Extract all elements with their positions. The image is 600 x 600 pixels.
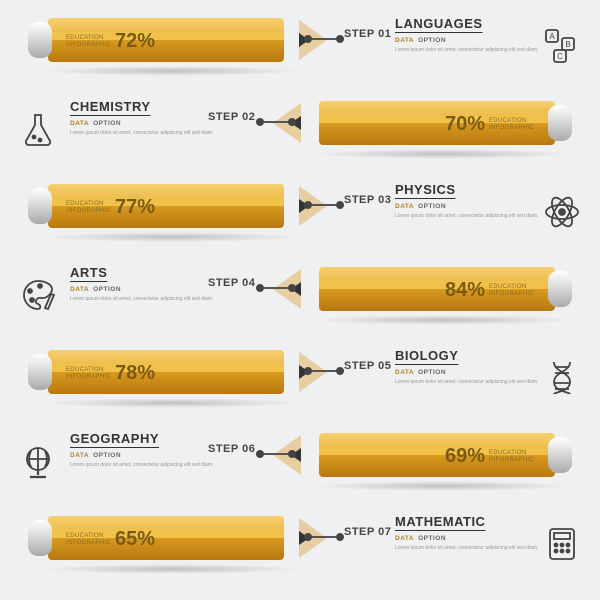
infographic-row: EDUCATIONINFOGRAPHIC 84% STEP 04 ARTS DA… bbox=[0, 257, 600, 339]
step-label: STEP 07 bbox=[344, 526, 391, 538]
pct-label: EDUCATIONINFOGRAPHIC bbox=[66, 533, 111, 547]
infographic-row: EDUCATIONINFOGRAPHIC 72% STEP 01 LANGUAG… bbox=[0, 8, 600, 90]
svg-text:A: A bbox=[549, 32, 555, 41]
info-block: ARTS DATAOPTION Lorem ipsum dolor sit am… bbox=[70, 265, 235, 302]
pct-value: 72% bbox=[115, 30, 155, 53]
globe-icon bbox=[18, 441, 58, 481]
pencil: EDUCATIONINFOGRAPHIC 72% bbox=[22, 18, 307, 62]
lorem-text: Lorem ipsum dolor sit amet, consectetur … bbox=[70, 130, 235, 136]
pct-label: EDUCATIONINFOGRAPHIC bbox=[66, 367, 111, 381]
connector-line bbox=[308, 370, 340, 372]
connector-line bbox=[260, 121, 292, 123]
lorem-text: Lorem ipsum dolor sit amet, consectetur … bbox=[395, 47, 560, 53]
info-block: BIOLOGY DATAOPTION Lorem ipsum dolor sit… bbox=[395, 348, 560, 385]
infographic-row: EDUCATIONINFOGRAPHIC 65% STEP 07 MATHEMA… bbox=[0, 506, 600, 588]
info-block: PHYSICS DATAOPTION Lorem ipsum dolor sit… bbox=[395, 182, 560, 219]
subject-title: ARTS bbox=[70, 265, 235, 280]
lorem-text: Lorem ipsum dolor sit amet, consectetur … bbox=[395, 545, 560, 551]
data-option-label: DATAOPTION bbox=[70, 120, 235, 127]
infographic-row: EDUCATIONINFOGRAPHIC 69% STEP 06 GEOGRAP… bbox=[0, 423, 600, 505]
atom-icon bbox=[542, 192, 582, 232]
pct-value: 77% bbox=[115, 196, 155, 219]
pct-value: 65% bbox=[115, 528, 155, 551]
subject-title: BIOLOGY bbox=[395, 348, 560, 363]
pencil: EDUCATIONINFOGRAPHIC 77% bbox=[22, 184, 307, 228]
lorem-text: Lorem ipsum dolor sit amet, consectetur … bbox=[395, 379, 560, 385]
subject-title: PHYSICS bbox=[395, 182, 560, 197]
subject-title: GEOGRAPHY bbox=[70, 431, 235, 446]
svg-text:B: B bbox=[565, 40, 570, 49]
lorem-text: Lorem ipsum dolor sit amet, consectetur … bbox=[70, 296, 235, 302]
info-block: CHEMISTRY DATAOPTION Lorem ipsum dolor s… bbox=[70, 99, 235, 136]
subject-title: CHEMISTRY bbox=[70, 99, 235, 114]
pct-label: EDUCATIONINFOGRAPHIC bbox=[489, 450, 534, 464]
pencil: EDUCATIONINFOGRAPHIC 78% bbox=[22, 350, 307, 394]
pct-label: EDUCATIONINFOGRAPHIC bbox=[489, 284, 534, 298]
infographic-row: EDUCATIONINFOGRAPHIC 70% STEP 02 CHEMIST… bbox=[0, 91, 600, 173]
pencil: EDUCATIONINFOGRAPHIC 84% bbox=[293, 267, 578, 311]
lorem-text: Lorem ipsum dolor sit amet, consectetur … bbox=[395, 213, 560, 219]
data-option-label: DATAOPTION bbox=[395, 37, 560, 44]
step-label: STEP 05 bbox=[344, 360, 391, 372]
svg-text:C: C bbox=[557, 52, 563, 61]
lorem-text: Lorem ipsum dolor sit amet, consectetur … bbox=[70, 462, 235, 468]
info-block: MATHEMATIC DATAOPTION Lorem ipsum dolor … bbox=[395, 514, 560, 551]
pencil: EDUCATIONINFOGRAPHIC 69% bbox=[293, 433, 578, 477]
pct-label: EDUCATIONINFOGRAPHIC bbox=[66, 35, 111, 49]
calc-icon bbox=[542, 524, 582, 564]
connector-line bbox=[308, 204, 340, 206]
connector-line bbox=[260, 453, 292, 455]
pct-value: 69% bbox=[445, 445, 485, 468]
subject-title: MATHEMATIC bbox=[395, 514, 560, 529]
abc-icon: A BC bbox=[542, 26, 582, 66]
connector-line bbox=[308, 536, 340, 538]
pct-value: 84% bbox=[445, 279, 485, 302]
data-option-label: DATAOPTION bbox=[70, 452, 235, 459]
pct-value: 70% bbox=[445, 113, 485, 136]
data-option-label: DATAOPTION bbox=[70, 286, 235, 293]
connector-line bbox=[260, 287, 292, 289]
pencil: EDUCATIONINFOGRAPHIC 65% bbox=[22, 516, 307, 560]
info-block: LANGUAGES DATAOPTION Lorem ipsum dolor s… bbox=[395, 16, 560, 53]
flask-icon bbox=[18, 109, 58, 149]
dna-icon bbox=[542, 358, 582, 398]
palette-icon bbox=[18, 275, 58, 315]
connector-line bbox=[308, 38, 340, 40]
step-label: STEP 03 bbox=[344, 194, 391, 206]
pct-label: EDUCATIONINFOGRAPHIC bbox=[66, 201, 111, 215]
info-block: GEOGRAPHY DATAOPTION Lorem ipsum dolor s… bbox=[70, 431, 235, 468]
data-option-label: DATAOPTION bbox=[395, 369, 560, 376]
data-option-label: DATAOPTION bbox=[395, 203, 560, 210]
infographic-row: EDUCATIONINFOGRAPHIC 78% STEP 05 BIOLOGY… bbox=[0, 340, 600, 422]
subject-title: LANGUAGES bbox=[395, 16, 560, 31]
data-option-label: DATAOPTION bbox=[395, 535, 560, 542]
step-label: STEP 01 bbox=[344, 28, 391, 40]
infographic-row: EDUCATIONINFOGRAPHIC 77% STEP 03 PHYSICS… bbox=[0, 174, 600, 256]
pct-value: 78% bbox=[115, 362, 155, 385]
pencil: EDUCATIONINFOGRAPHIC 70% bbox=[293, 101, 578, 145]
pct-label: EDUCATIONINFOGRAPHIC bbox=[489, 118, 534, 132]
